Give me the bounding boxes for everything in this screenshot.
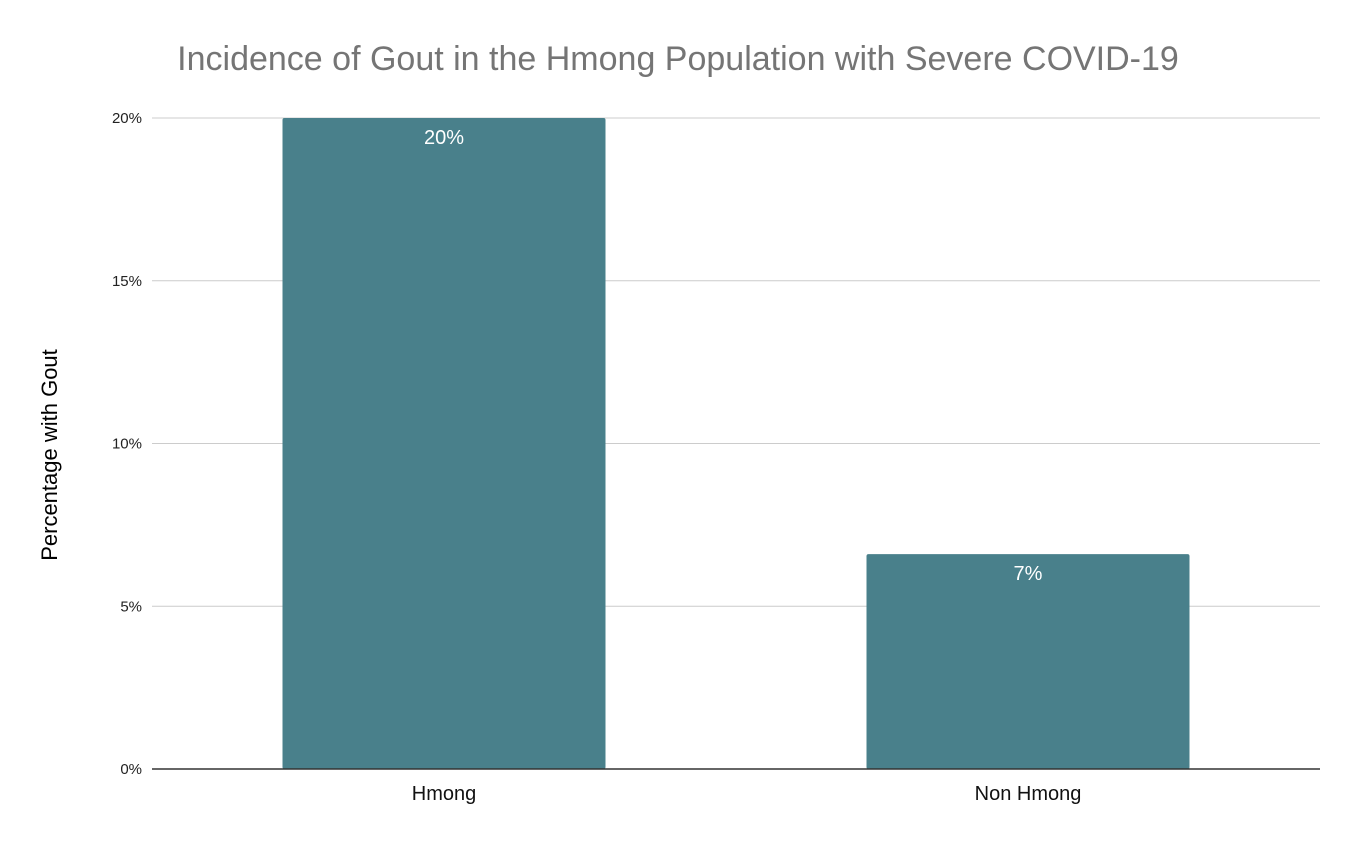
bar-data-label: 20%	[424, 127, 464, 149]
bar-data-label: 7%	[1014, 563, 1043, 585]
bar	[282, 118, 606, 769]
y-tick-label: 10%	[112, 436, 142, 453]
bar	[866, 554, 1190, 769]
y-tick-label: 15%	[112, 273, 142, 290]
y-tick-label: 5%	[120, 598, 142, 615]
y-tick-label: 20%	[112, 110, 142, 127]
chart-title: Incidence of Gout in the Hmong Populatio…	[177, 40, 1179, 78]
y-tick-label: 0%	[120, 761, 142, 778]
x-tick-label: Non Hmong	[975, 783, 1082, 805]
x-tick-label: Hmong	[412, 783, 476, 805]
